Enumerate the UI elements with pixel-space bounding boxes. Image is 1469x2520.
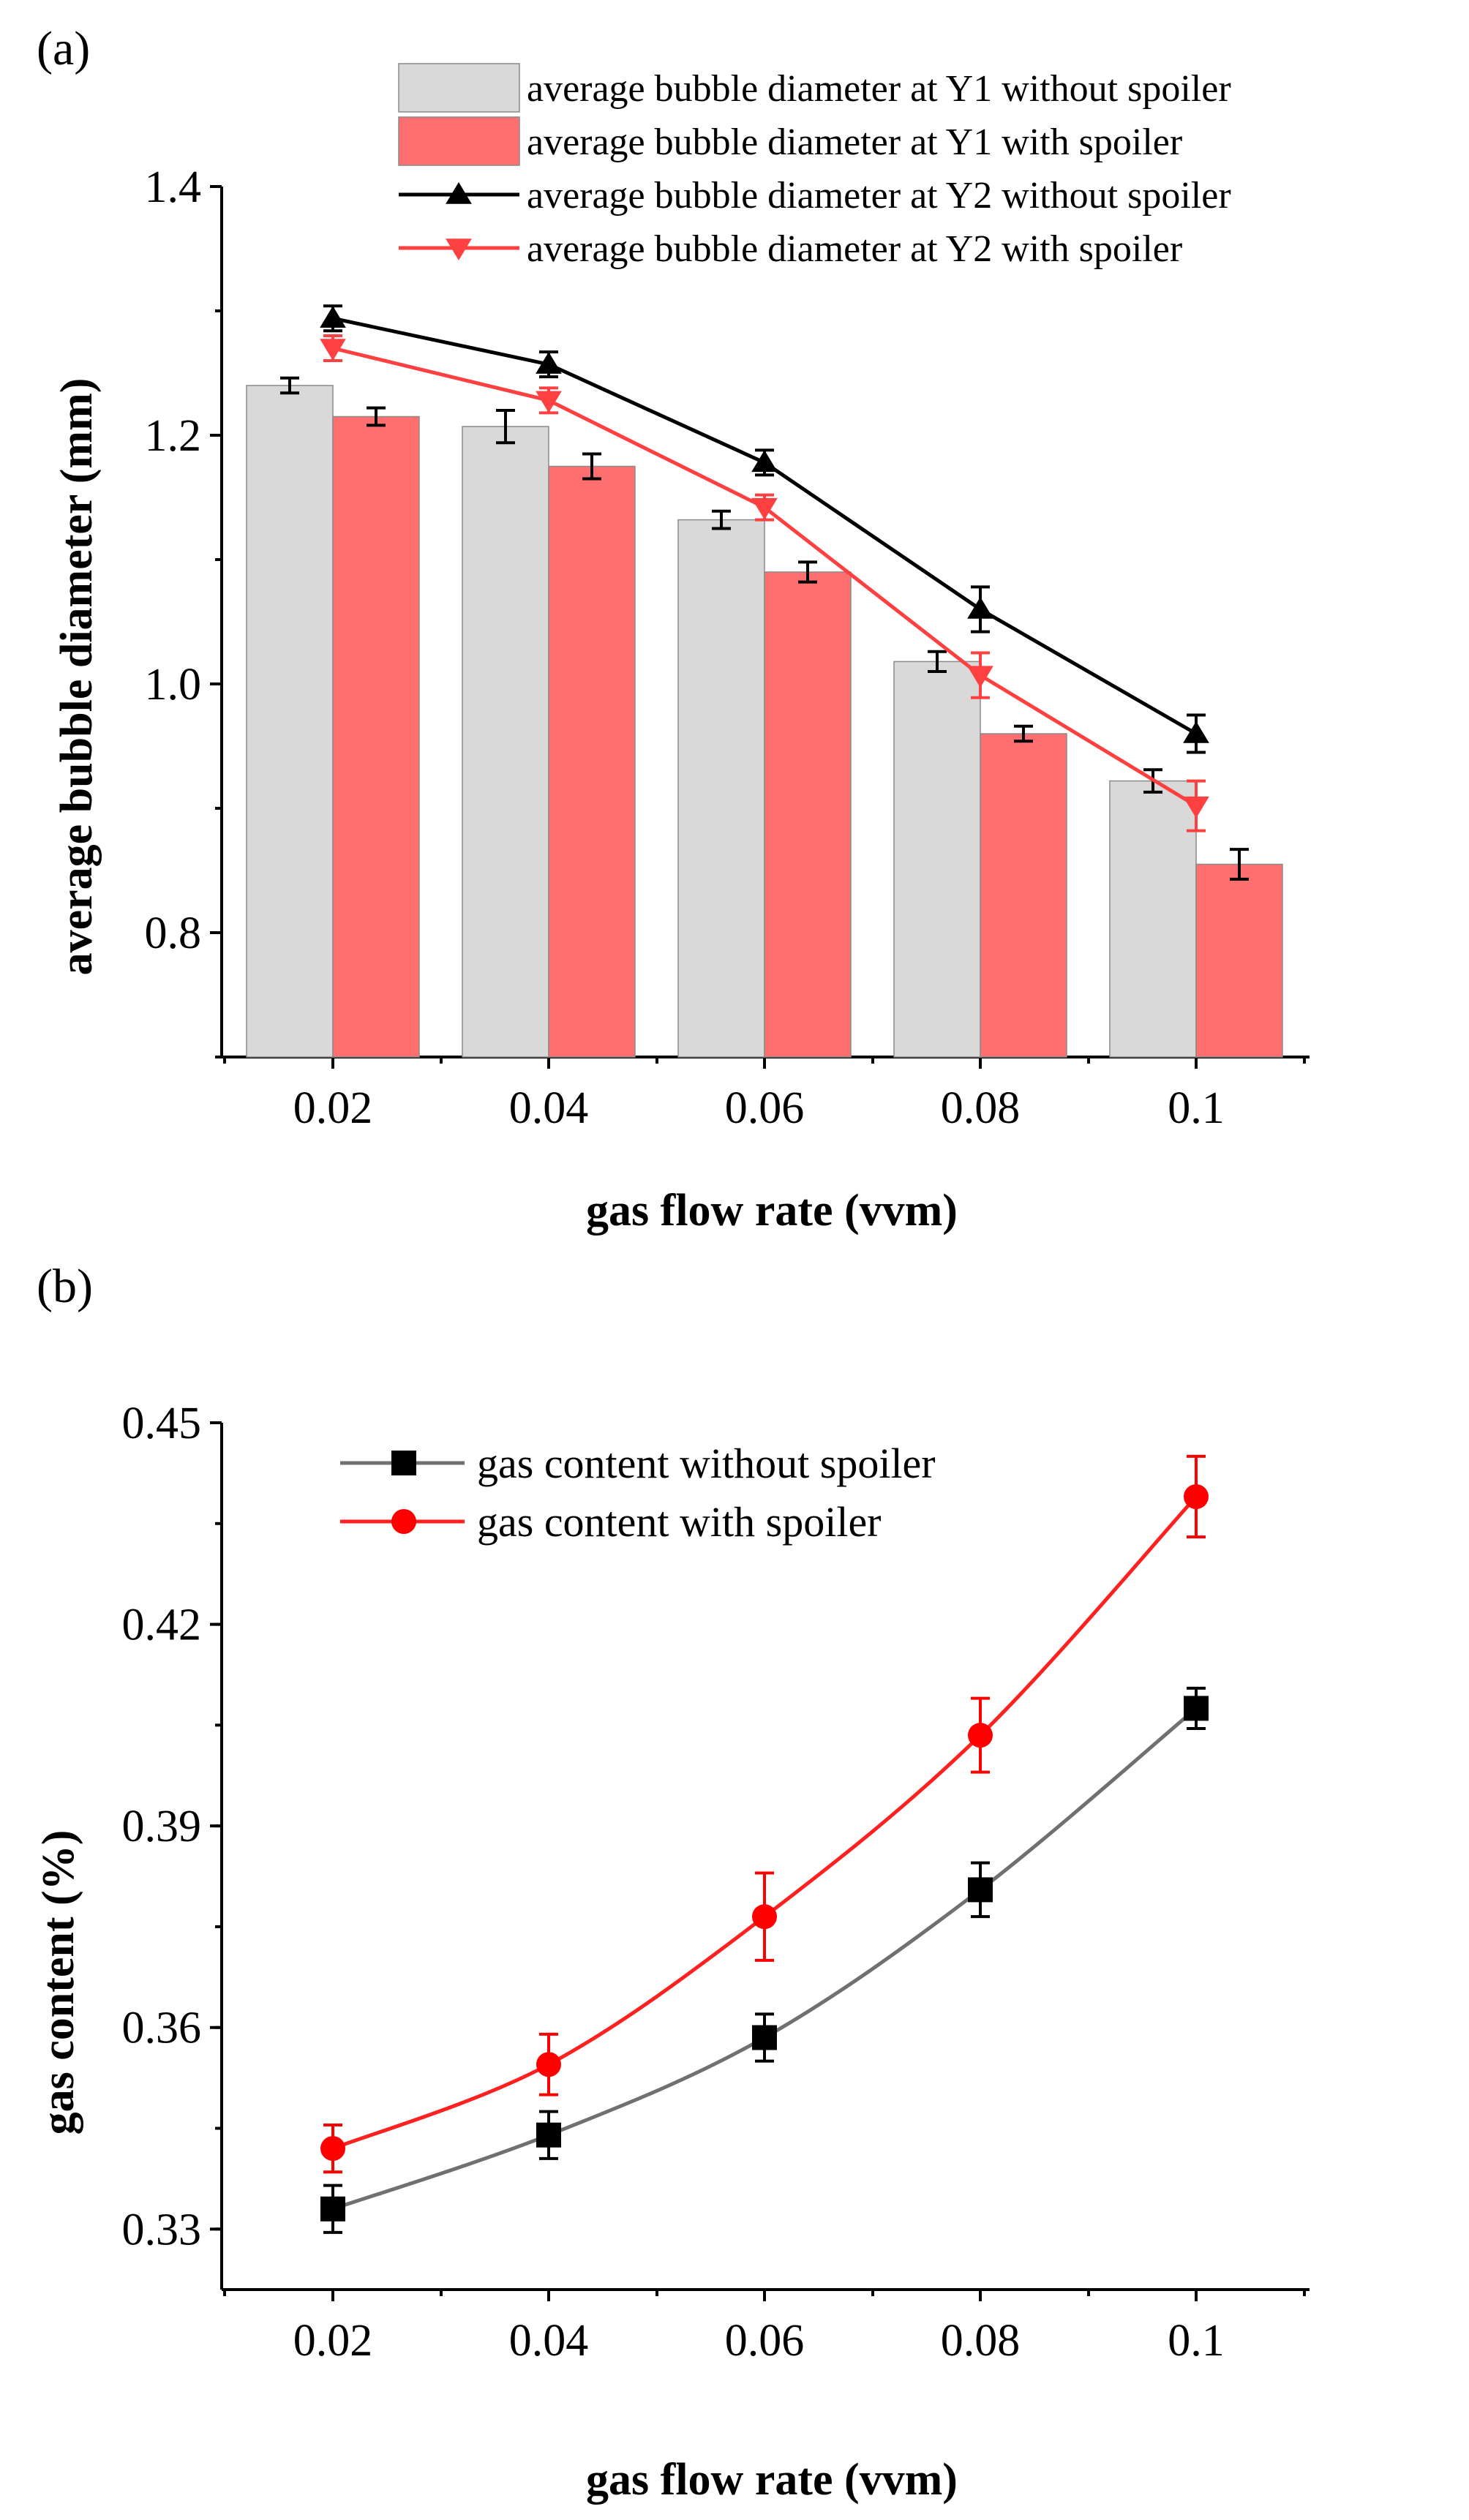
y-axis-title-a: average bubble diameter (mm) (52, 378, 102, 976)
point-s0-4 (1184, 1696, 1209, 1721)
y-tick-label-b: 0.45 (122, 1399, 202, 1448)
legend-label-b-1: gas content with spoiler (477, 1498, 882, 1546)
y-tick-label-b: 0.39 (122, 1802, 202, 1851)
panel-label-a: (a) (37, 22, 90, 75)
point-s2-0 (320, 306, 346, 328)
curve-s1 (332, 1495, 1198, 2151)
x-tick-label-b: 0.1 (1168, 2316, 1225, 2366)
y-tick-label-a: 1.0 (145, 660, 202, 710)
point-s2-3 (967, 597, 993, 619)
x-axis-title-b: gas flow rate (vvm) (586, 2455, 958, 2505)
point-s1-2 (752, 1904, 777, 1930)
x-tick-label-a: 0.06 (725, 1083, 805, 1133)
y-tick-label-a: 1.4 (145, 162, 202, 212)
bar-s1-0 (332, 415, 420, 1058)
point-s1-0 (320, 2136, 345, 2162)
x-tick-label-b: 0.02 (293, 2316, 373, 2366)
point-s3-0 (320, 339, 346, 361)
legend-marker-2 (446, 182, 472, 204)
point-s0-1 (536, 2122, 561, 2148)
point-s0-3 (968, 1877, 993, 1903)
y-tick-label-b: 0.42 (122, 1601, 202, 1650)
legend-a: average bubble diameter at Y1 without sp… (398, 63, 1231, 270)
x-tick-label-b: 0.04 (509, 2316, 589, 2366)
plot-area-a: 0.8 1.0 1.2 1.4 0.02 0.04 0.06 0.08 0.1 (145, 162, 1310, 1133)
legend-label-3: average bubble diameter at Y2 with spoil… (527, 228, 1182, 270)
bar-s1-3 (980, 733, 1067, 1058)
y-tick-label-a: 0.8 (145, 909, 202, 958)
bar-s1-2 (764, 571, 852, 1058)
point-s2-2 (751, 450, 778, 473)
x-tick-label-a: 0.1 (1168, 1083, 1225, 1133)
point-s1-4 (1184, 1484, 1209, 1510)
legend-label-2: average bubble diameter at Y2 without sp… (527, 175, 1231, 217)
y-tick-label-a: 1.2 (145, 411, 202, 461)
legend-marker-b-1 (391, 1509, 416, 1534)
legend-swatch-1 (398, 116, 520, 166)
panel-label-b: (b) (37, 1260, 93, 1313)
point-s1-1 (536, 2052, 561, 2077)
chart-a: (a) 0.8 1.0 1.2 1.4 0.02 0.04 0.06 0.08 0.1 aver… (37, 22, 1310, 1235)
bar-s0-3 (893, 661, 981, 1058)
x-tick-label-a: 0.04 (509, 1083, 589, 1133)
plot-area-b: 0.33 0.36 0.39 0.42 0.45 0.02 0.04 0.06 0.08 0.1 (122, 1399, 1310, 2366)
y-axis-title-b: gas content (%) (34, 1830, 83, 2135)
x-tick-label-b: 0.06 (725, 2316, 805, 2366)
bar-s1-1 (548, 465, 636, 1058)
point-s0-2 (752, 2025, 777, 2050)
x-tick-label-a: 0.08 (941, 1083, 1021, 1133)
x-axis-title-a: gas flow rate (vvm) (586, 1186, 958, 1235)
legend-label-0: average bubble diameter at Y1 without sp… (527, 68, 1231, 110)
y-tick-label-b: 0.33 (122, 2205, 202, 2254)
x-tick-label-a: 0.02 (293, 1083, 373, 1133)
legend-swatch-0 (398, 63, 520, 113)
bar-s1-4 (1195, 863, 1283, 1058)
point-s1-3 (968, 1723, 993, 1748)
point-s3-4 (1183, 796, 1209, 819)
chart-b: (b) 0.33 0.36 0.39 0.42 0.45 0.02 0.04 0.06 0.08… (34, 1260, 1310, 2505)
legend-label-1: average bubble diameter at Y1 with spoil… (527, 121, 1182, 163)
point-s2-1 (536, 352, 562, 374)
legend-marker-b-0 (391, 1451, 416, 1475)
point-s0-0 (320, 2196, 345, 2222)
bar-s0-0 (246, 385, 334, 1058)
point-s3-1 (536, 391, 562, 413)
y-tick-label-b: 0.36 (122, 2004, 202, 2053)
bar-s0-4 (1109, 780, 1197, 1058)
point-s3-3 (967, 666, 993, 688)
bar-s0-2 (677, 519, 765, 1058)
point-s2-4 (1183, 721, 1209, 743)
bar-s0-1 (462, 426, 549, 1058)
legend-b: gas content without spoiler gas content w… (340, 1440, 936, 1546)
point-s3-2 (751, 497, 778, 520)
legend-label-b-0: gas content without spoiler (477, 1440, 936, 1487)
legend-marker-3 (446, 238, 472, 260)
x-tick-label-b: 0.08 (941, 2316, 1021, 2366)
